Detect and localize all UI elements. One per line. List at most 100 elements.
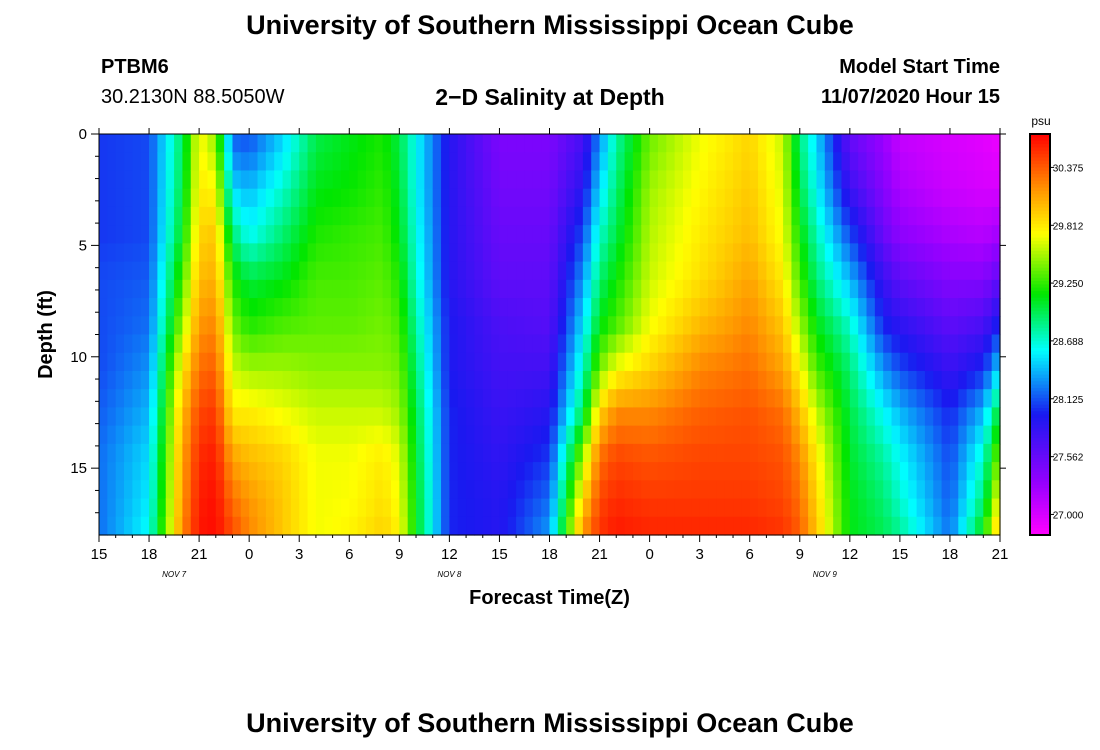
heatmap-cell: [607, 352, 617, 372]
heatmap-cell: [766, 225, 776, 244]
heatmap-cell: [140, 279, 150, 299]
heatmap-cell: [157, 498, 167, 518]
heatmap-cell: [499, 206, 509, 226]
heatmap-cell: [733, 225, 742, 244]
heatmap-cell: [741, 243, 751, 263]
heatmap-cell: [816, 225, 826, 244]
date-label: NOV 7: [162, 570, 187, 579]
heatmap-cell: [824, 298, 834, 317]
heatmap-cell: [891, 480, 901, 500]
heatmap-cell: [816, 498, 826, 518]
heatmap-cell: [766, 462, 776, 481]
heatmap-cell: [849, 243, 859, 263]
heatmap-cell: [157, 152, 167, 172]
heatmap-cell: [299, 498, 309, 518]
heatmap-cell: [632, 298, 642, 317]
heatmap-cell: [324, 298, 334, 317]
heatmap-cell: [441, 225, 450, 244]
heatmap-cell: [491, 170, 501, 190]
heatmap-cell: [257, 134, 267, 153]
heatmap-cell: [657, 243, 667, 263]
heatmap-cell: [949, 134, 959, 153]
heatmap-cell: [399, 443, 409, 463]
heatmap-cell: [824, 516, 834, 536]
heatmap-cell: [724, 389, 734, 409]
heatmap-cell: [949, 206, 959, 226]
heatmap-cell: [574, 316, 584, 336]
heatmap-cell: [899, 480, 909, 500]
heatmap-cell: [99, 298, 108, 317]
heatmap-cell: [416, 152, 425, 172]
heatmap-cell: [416, 352, 425, 372]
heatmap-cell: [374, 516, 384, 536]
heatmap-cell: [390, 425, 400, 445]
heatmap-cell: [115, 316, 125, 336]
heatmap-cell: [441, 298, 450, 317]
heatmap-cell: [140, 243, 150, 263]
heatmap-cell: [733, 261, 742, 281]
heatmap-cell: [449, 188, 459, 208]
heatmap-cell: [983, 152, 993, 172]
heatmap-cell: [866, 407, 876, 427]
heatmap-cell: [708, 170, 717, 190]
x-tick-label: 15: [91, 546, 108, 563]
heatmap-cell: [190, 389, 200, 409]
heatmap-cell: [974, 352, 984, 372]
heatmap-cell: [190, 261, 200, 281]
heatmap-cell: [215, 425, 225, 445]
heatmap-cell: [891, 516, 901, 536]
heatmap-cell: [274, 480, 284, 500]
colorbar-segment: [1030, 220, 1050, 225]
heatmap-cell: [866, 188, 876, 208]
heatmap-cell: [591, 370, 601, 390]
colorbar-segment: [1030, 154, 1050, 158]
heatmap-cell: [758, 298, 767, 317]
heatmap-cell: [199, 352, 209, 372]
heatmap-cell: [699, 188, 709, 208]
heatmap-cell: [532, 407, 542, 427]
heatmap-cell: [699, 480, 709, 500]
heatmap-cell: [382, 352, 392, 372]
heatmap-cell: [966, 170, 976, 190]
heatmap-cell: [866, 261, 876, 281]
heatmap-cell: [691, 389, 701, 409]
heatmap-cell: [507, 425, 517, 445]
heatmap-cell: [933, 443, 943, 463]
heatmap-cell: [674, 170, 684, 190]
colorbar-segment: [1030, 414, 1050, 419]
heatmap-cell: [107, 243, 117, 263]
heatmap-cell: [624, 206, 634, 226]
heatmap-cell: [991, 206, 1001, 226]
heatmap-cell: [190, 279, 200, 299]
heatmap-cell: [107, 279, 117, 299]
heatmap-cell: [941, 225, 951, 244]
heatmap-cell: [691, 261, 701, 281]
heatmap-cell: [682, 206, 692, 226]
heatmap-cell: [916, 152, 926, 172]
heatmap-cell: [182, 462, 192, 481]
heatmap-cell: [174, 425, 184, 445]
heatmap-cell: [791, 188, 801, 208]
heatmap-cell: [182, 370, 192, 390]
heatmap-cell: [457, 498, 467, 518]
heatmap-cell: [107, 462, 117, 481]
heatmap-cell: [933, 370, 943, 390]
heatmap-cell: [491, 206, 501, 226]
heatmap-cell: [641, 462, 651, 481]
heatmap-cell: [549, 316, 559, 336]
heatmap-cell: [924, 498, 934, 518]
colorbar-segment: [1030, 404, 1050, 409]
heatmap-cell: [933, 498, 943, 518]
heatmap-cell: [983, 443, 993, 463]
heatmap-cell: [457, 516, 467, 536]
heatmap-cell: [899, 170, 909, 190]
heatmap-cell: [232, 225, 242, 244]
heatmap-cell: [591, 516, 601, 536]
heatmap-cell: [99, 188, 108, 208]
heatmap-cell: [340, 134, 350, 153]
heatmap-cell: [691, 243, 701, 263]
heatmap-cell: [582, 206, 592, 226]
heatmap-cell: [657, 389, 667, 409]
heatmap-cell: [124, 389, 133, 409]
heatmap-cell: [699, 279, 709, 299]
